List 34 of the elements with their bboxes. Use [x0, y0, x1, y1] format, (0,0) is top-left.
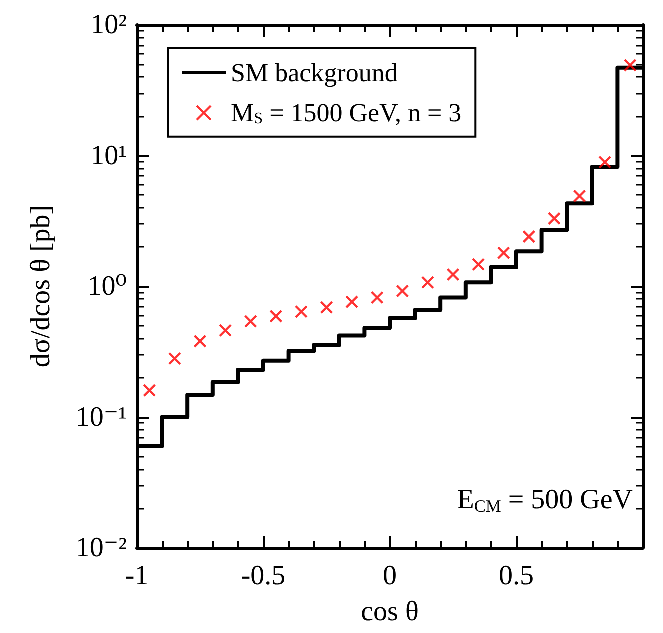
- point: [472, 258, 486, 272]
- y-tick-label: 10¹: [90, 140, 127, 172]
- x-tick-label: 0: [383, 560, 397, 592]
- point: [396, 284, 410, 298]
- point: [320, 300, 334, 314]
- y-tick-label: 10⁻²: [76, 532, 127, 564]
- point: [244, 314, 258, 328]
- point: [218, 324, 232, 338]
- point: [446, 268, 460, 282]
- point: [624, 58, 637, 72]
- point: [194, 334, 207, 348]
- y-tick-label: 10²: [90, 10, 127, 40]
- x-tick-label: 0.5: [499, 560, 534, 592]
- point: [370, 291, 384, 304]
- point: [598, 156, 612, 169]
- legend-label: SM background: [231, 58, 398, 88]
- y-tick-label: 10⁻¹: [76, 402, 127, 433]
- point: [270, 310, 283, 324]
- annotation: ECM = 500 GeV: [457, 484, 634, 516]
- legend-label: MS = 1500 GeV, n = 3: [231, 98, 462, 128]
- point: [522, 230, 536, 244]
- point: [548, 212, 562, 226]
- point: [168, 352, 182, 366]
- point: [497, 246, 510, 260]
- x-tick-label: -1: [125, 560, 149, 592]
- y-axis-title: dσ/dcos θ [pb]: [26, 205, 56, 368]
- point: [421, 276, 435, 290]
- point: [143, 384, 156, 398]
- point: [294, 305, 308, 318]
- x-tick-label: -0.5: [241, 560, 286, 592]
- point: [345, 295, 359, 309]
- x-axis-title: cos θ: [361, 596, 419, 628]
- y-tick-label: 10⁰: [88, 271, 127, 302]
- point: [573, 190, 586, 203]
